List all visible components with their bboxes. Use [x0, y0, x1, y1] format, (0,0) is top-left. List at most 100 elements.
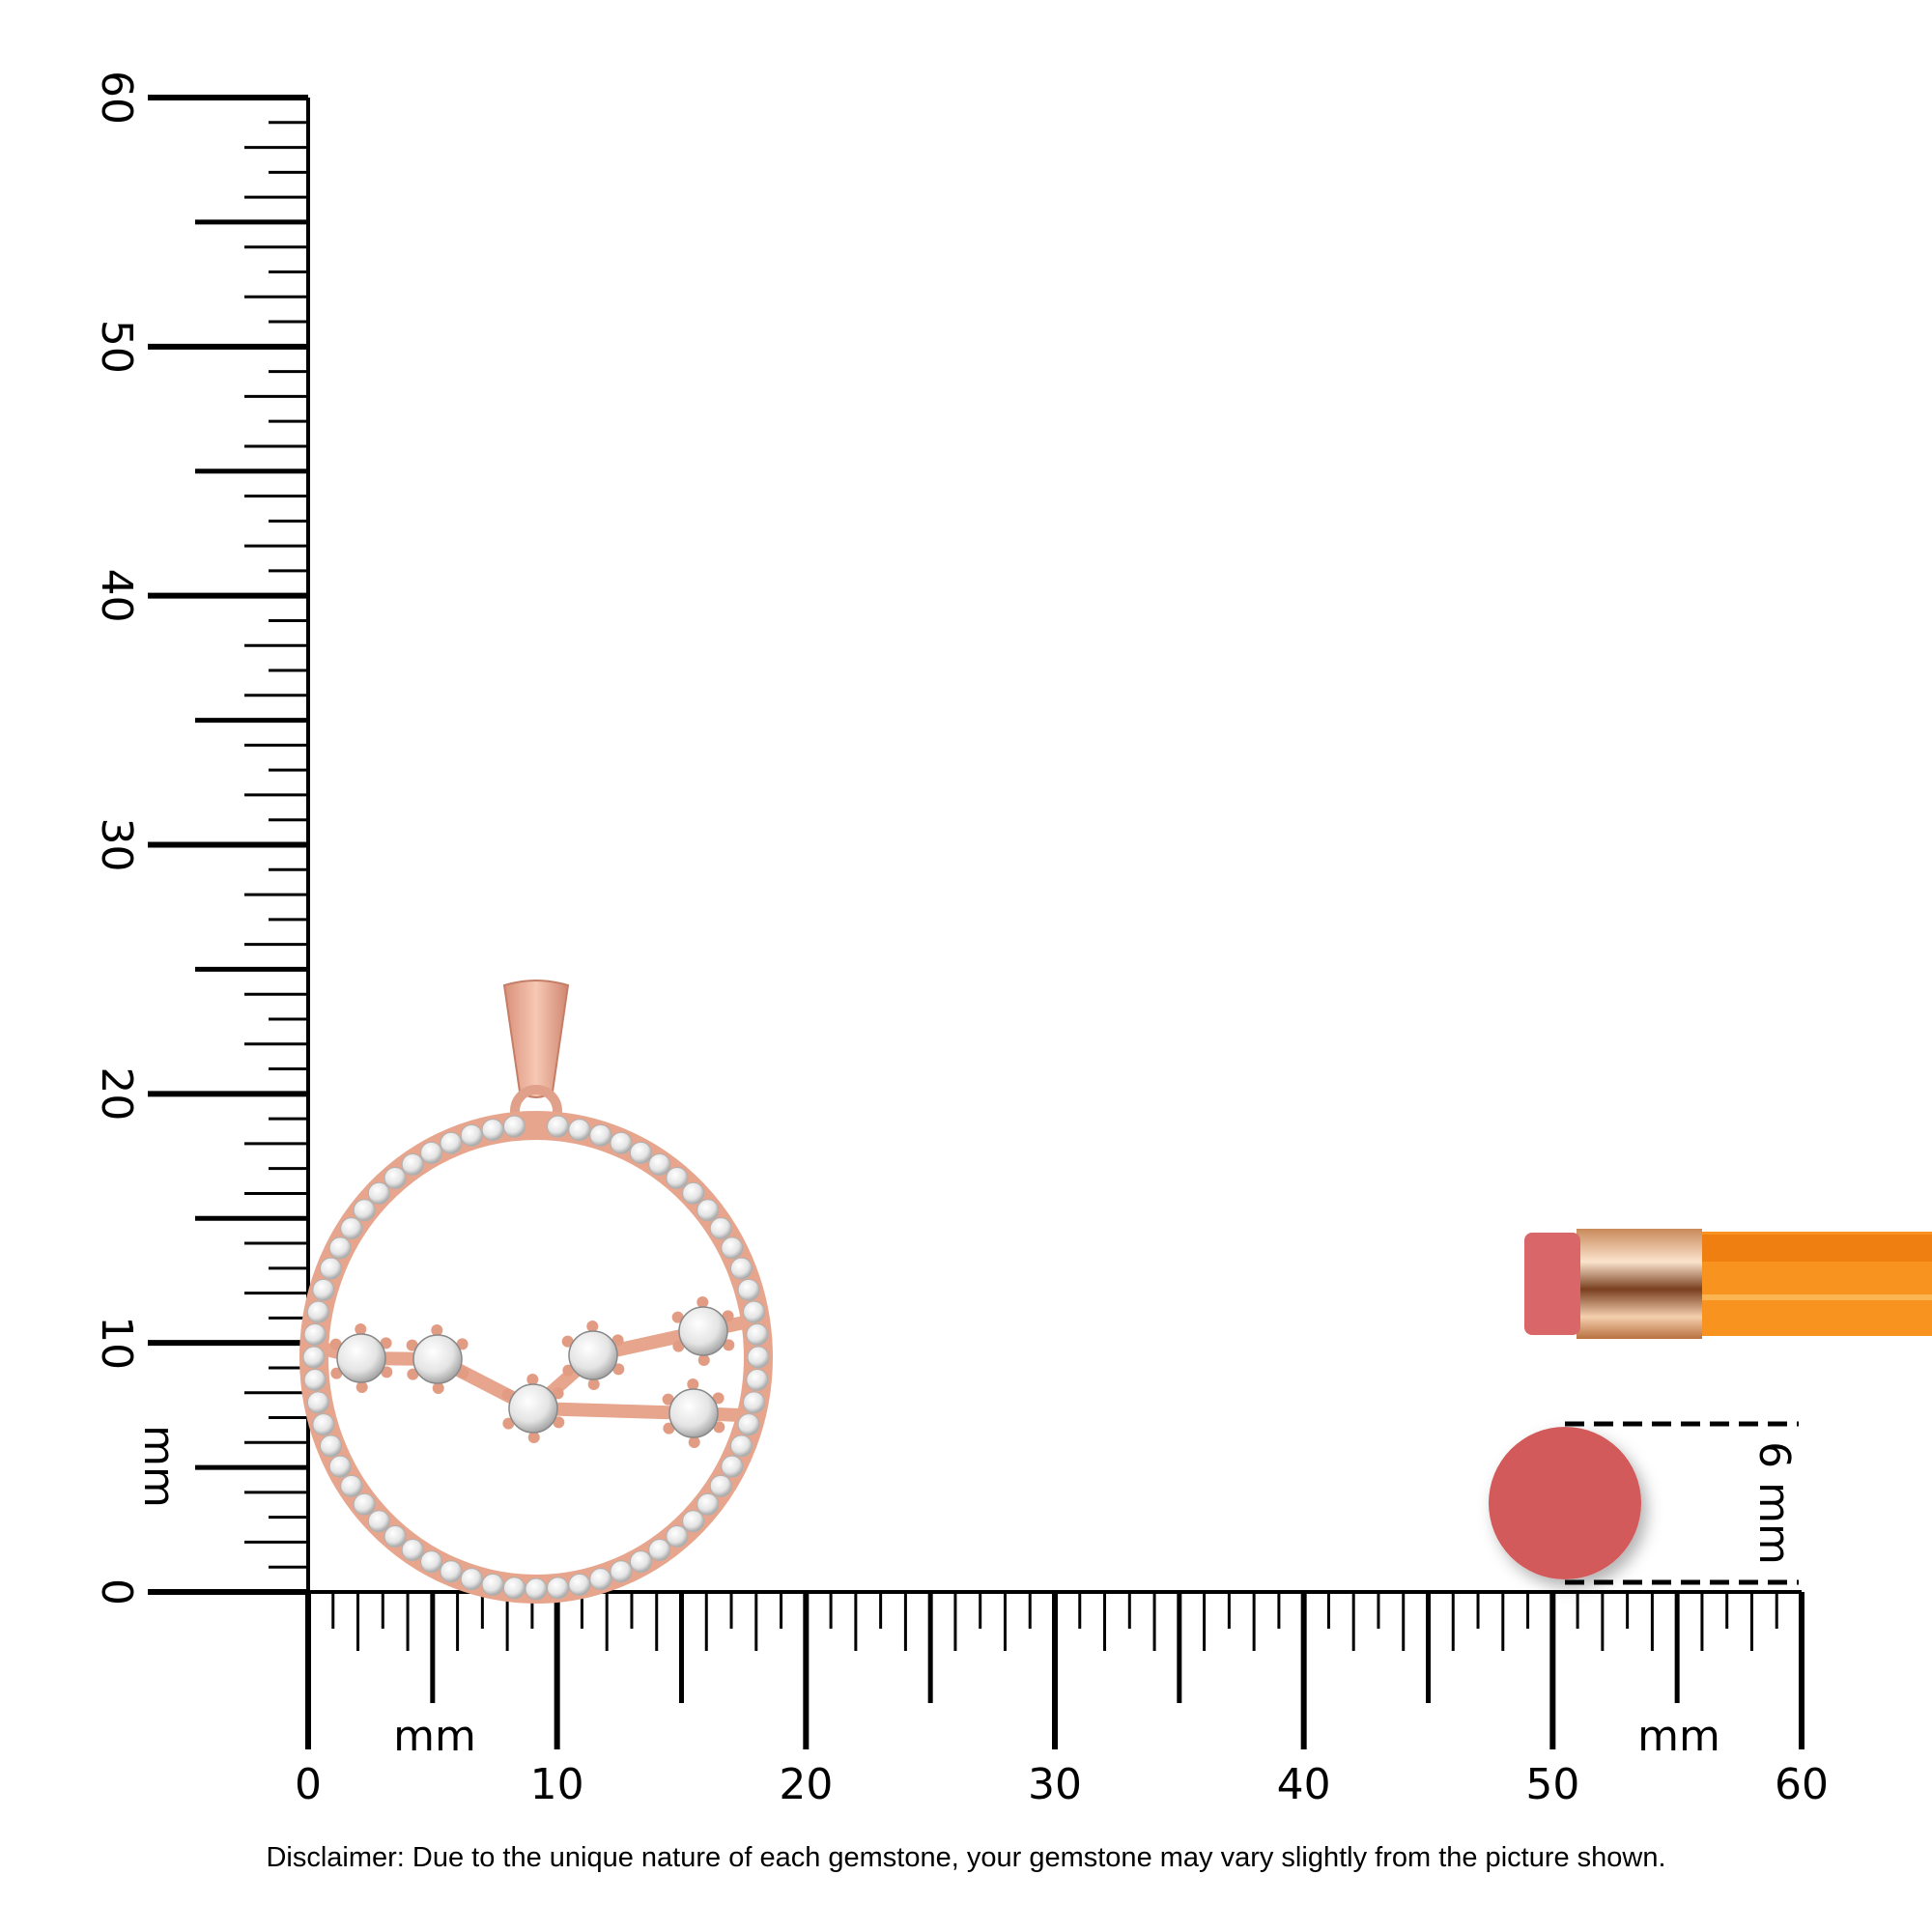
constellation-stone — [336, 1333, 386, 1383]
halo-stone — [737, 1278, 760, 1301]
vertical-ruler-label: 10 — [92, 1316, 141, 1370]
halo-stone — [743, 1300, 766, 1323]
halo-stone — [320, 1435, 343, 1458]
halo-stone — [648, 1152, 671, 1176]
horizontal-unit-label-left: mm — [393, 1712, 476, 1761]
vertical-ruler-labels: 0 10 20 30 40 50 60 — [92, 71, 141, 1605]
halo-stone — [384, 1166, 407, 1189]
prong — [330, 1367, 343, 1379]
halo-stone — [312, 1413, 335, 1436]
prong — [502, 1417, 515, 1430]
prong — [501, 1388, 514, 1401]
halo-stone — [629, 1141, 652, 1164]
pencil — [1524, 1229, 1932, 1339]
halo-stone — [696, 1492, 720, 1516]
prong — [407, 1368, 419, 1380]
constellation-bar — [532, 1402, 695, 1420]
vertical-ruler-label: 40 — [92, 569, 141, 623]
halo-stone — [709, 1474, 732, 1497]
halo-stone — [696, 1199, 720, 1222]
horizontal-ruler-labels: 0 10 20 30 40 50 60 — [295, 1760, 1829, 1809]
prong — [722, 1310, 734, 1322]
halo-stone — [746, 1369, 769, 1392]
vertical-ruler-label: 30 — [92, 818, 141, 872]
prong — [587, 1378, 600, 1390]
halo-stone — [737, 1413, 760, 1436]
halo-stone — [682, 1510, 705, 1533]
halo-stone — [610, 1560, 633, 1583]
halo-stone — [502, 1577, 526, 1600]
prong — [712, 1392, 724, 1405]
halo-stone — [460, 1123, 483, 1147]
pencil-eraser — [1524, 1233, 1580, 1335]
halo-stone — [568, 1573, 591, 1596]
pencil-body-shade — [1700, 1235, 1932, 1262]
halo-stone — [420, 1141, 443, 1164]
halo-stone — [589, 1123, 612, 1147]
halo-stone — [481, 1573, 504, 1596]
halo-stone — [320, 1257, 343, 1280]
prong — [355, 1323, 367, 1336]
horizontal-ruler-label: 10 — [530, 1760, 584, 1809]
halo-stone — [746, 1322, 769, 1346]
prong — [586, 1321, 599, 1333]
halo-stone — [328, 1455, 352, 1478]
halo-stone — [648, 1539, 671, 1562]
prong — [611, 1334, 624, 1347]
prong — [688, 1435, 700, 1448]
halo-stone — [709, 1217, 732, 1240]
prong — [456, 1338, 469, 1350]
halo-stone — [721, 1236, 744, 1260]
prong — [457, 1367, 469, 1379]
disclaimer: Disclaimer: Due to the unique nature of … — [266, 1842, 1665, 1873]
constellation — [317, 1296, 751, 1448]
prong — [355, 1380, 368, 1393]
halo-stone — [682, 1181, 705, 1205]
halo-stone — [743, 1391, 766, 1414]
horizontal-ruler — [305, 1590, 1804, 1749]
prong — [662, 1393, 674, 1406]
horizontal-ruler-label: 40 — [1277, 1760, 1331, 1809]
prong — [697, 1353, 710, 1366]
horizontal-ruler-label: 50 — [1525, 1760, 1579, 1809]
halo-stone — [666, 1525, 689, 1548]
prong — [552, 1387, 564, 1400]
pencil-ferrule — [1577, 1229, 1702, 1339]
halo-stone — [401, 1152, 424, 1176]
prong — [431, 1324, 443, 1337]
halo-stone — [502, 1115, 526, 1138]
halo-stone — [367, 1181, 390, 1205]
halo-stone — [302, 1346, 326, 1369]
pendant — [299, 980, 773, 1604]
halo-stone — [568, 1119, 591, 1142]
prong — [561, 1335, 574, 1348]
halo-stone — [440, 1560, 463, 1583]
prong — [663, 1422, 675, 1435]
halo-stone — [547, 1577, 570, 1600]
halo-stone — [666, 1166, 689, 1189]
vertical-unit-label: mm — [134, 1425, 184, 1508]
reference-size: 6 mm — [1489, 1421, 1799, 1585]
constellation-stone — [412, 1334, 463, 1384]
horizontal-ruler-label: 0 — [295, 1760, 322, 1809]
halo-stone — [729, 1435, 753, 1458]
halo-stone — [747, 1346, 770, 1369]
prong — [612, 1363, 625, 1376]
pencil-body-highlight — [1700, 1294, 1932, 1300]
halo-stone — [384, 1525, 407, 1548]
halo-stone — [610, 1131, 633, 1154]
halo-stone — [303, 1369, 327, 1392]
constellation-stone — [668, 1388, 719, 1438]
prong — [713, 1421, 725, 1434]
vertical-ruler-label: 0 — [92, 1578, 141, 1605]
constellation-stone — [508, 1383, 558, 1434]
vertical-ruler — [148, 95, 310, 1595]
halo-stone — [481, 1119, 504, 1142]
prong — [672, 1340, 685, 1352]
halo-stone — [353, 1199, 376, 1222]
horizontal-unit-label-right: mm — [1637, 1712, 1720, 1761]
halo-stone — [547, 1115, 570, 1138]
prong — [406, 1339, 418, 1351]
halo-stone — [729, 1257, 753, 1280]
